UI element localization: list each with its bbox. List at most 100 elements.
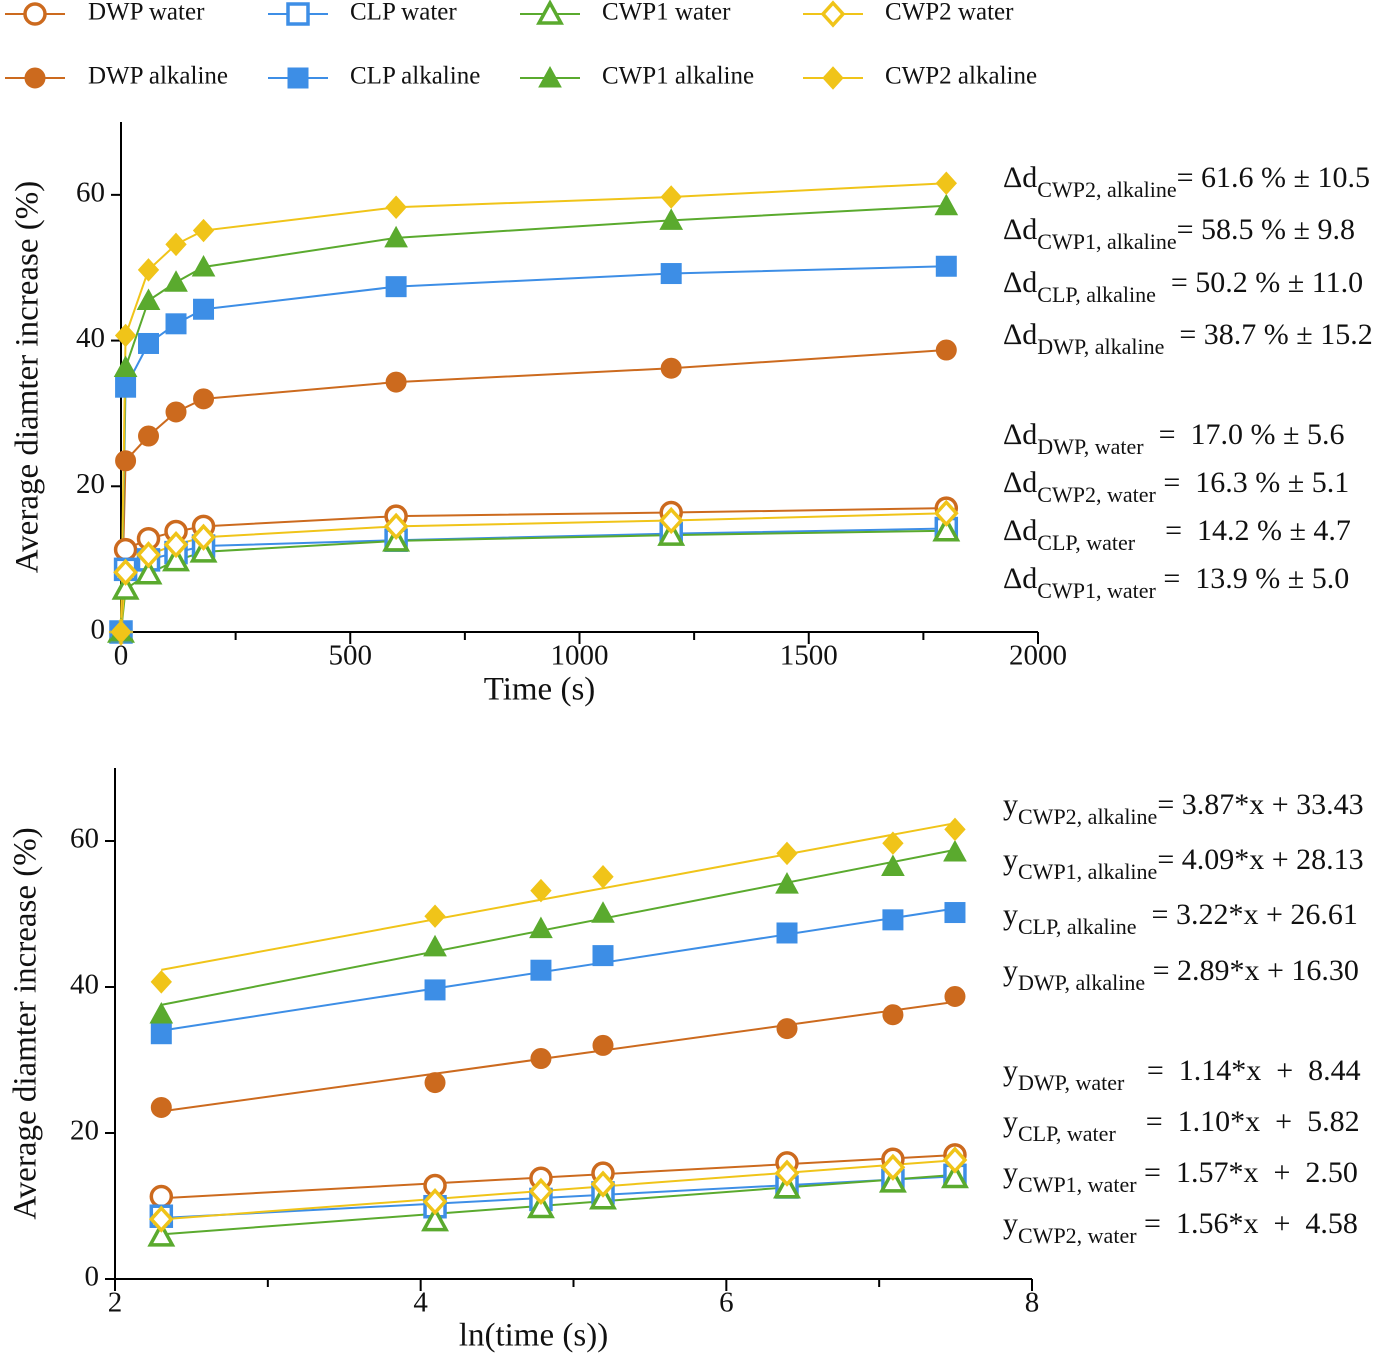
annotation-subscript: CWP1, alkaline bbox=[1018, 859, 1157, 884]
marker bbox=[935, 255, 957, 277]
marker bbox=[944, 985, 966, 1007]
y-tick-label: 40 bbox=[76, 322, 105, 354]
annotation: yCWP2, alkaline= 3.87*x + 33.43 bbox=[1003, 788, 1364, 829]
marker bbox=[659, 208, 684, 230]
annotation-subscript: CLP, water bbox=[1037, 530, 1135, 555]
y-tick-label: 0 bbox=[85, 1261, 100, 1293]
marker bbox=[774, 1159, 800, 1187]
fit-line bbox=[161, 822, 956, 971]
fit-line bbox=[161, 1154, 956, 1200]
annotation-symbol: y bbox=[1003, 954, 1018, 987]
x-axis-title: Time (s) bbox=[484, 672, 596, 708]
marker bbox=[137, 258, 160, 282]
marker bbox=[138, 425, 160, 447]
legend-label: CWP2 water bbox=[885, 0, 1014, 26]
marker bbox=[882, 831, 904, 855]
x-tick-label: 6 bbox=[719, 1287, 734, 1319]
marker bbox=[776, 841, 798, 866]
marker bbox=[193, 298, 215, 320]
annotation: yCWP1, water = 1.57*x + 2.50 bbox=[1003, 1156, 1358, 1197]
y-tick-label: 60 bbox=[76, 177, 105, 209]
marker bbox=[113, 355, 138, 378]
series-line bbox=[120, 204, 947, 633]
legend-marker bbox=[536, 0, 564, 25]
series-line bbox=[120, 507, 947, 633]
marker bbox=[882, 909, 904, 931]
annotation: yCWP1, alkaline= 4.09*x + 28.13 bbox=[1003, 843, 1364, 884]
x-tick-label: 1000 bbox=[551, 640, 609, 672]
legend-label: CLP alkaline bbox=[350, 63, 480, 90]
legend-label: CWP1 water bbox=[602, 0, 731, 26]
marker bbox=[944, 902, 966, 924]
marker bbox=[424, 979, 446, 1001]
marker bbox=[422, 1188, 448, 1216]
marker bbox=[530, 1048, 552, 1070]
marker bbox=[149, 1184, 174, 1209]
marker bbox=[932, 516, 961, 542]
x-axis-title: ln(time (s)) bbox=[459, 1318, 608, 1354]
annotation-value: = 16.3 % ± 5.1 bbox=[1156, 466, 1349, 499]
marker bbox=[163, 530, 189, 559]
annotation: ΔdCWP1, alkaline= 58.5 % ± 9.8 bbox=[1003, 213, 1355, 254]
marker bbox=[529, 916, 553, 939]
annotation-subscript: CLP, alkaline bbox=[1018, 914, 1137, 939]
x-tick-label: 4 bbox=[413, 1287, 428, 1319]
annotation: yCLP, water = 1.10*x + 5.82 bbox=[1003, 1105, 1360, 1146]
x-tick-label: 500 bbox=[329, 640, 373, 672]
marker bbox=[165, 401, 187, 423]
marker bbox=[775, 872, 799, 894]
annotation-symbol: y bbox=[1003, 788, 1018, 821]
annotation-symbol: y bbox=[1003, 1054, 1018, 1087]
annotation-value: = 38.7 % ± 15.2 bbox=[1164, 318, 1372, 351]
marker bbox=[530, 878, 552, 903]
annotation-value: = 13.9 % ± 5.0 bbox=[1156, 562, 1349, 595]
y-tick-label: 40 bbox=[70, 969, 99, 1001]
annotation-subscript: CWP1, water bbox=[1037, 578, 1156, 603]
marker bbox=[192, 218, 215, 243]
marker bbox=[110, 620, 132, 644]
fit-line bbox=[161, 1173, 956, 1236]
marker bbox=[150, 1096, 172, 1118]
marker bbox=[114, 323, 137, 348]
marker bbox=[421, 1205, 449, 1232]
annotation-symbol: Δd bbox=[1003, 318, 1037, 351]
series-line bbox=[120, 265, 947, 633]
annotation-symbol: Δd bbox=[1003, 514, 1037, 547]
annotation-value: = 14.2 % ± 4.7 bbox=[1135, 514, 1351, 547]
marker bbox=[526, 1192, 555, 1219]
marker bbox=[165, 313, 187, 335]
fit-line bbox=[161, 848, 956, 1006]
legend-marker bbox=[822, 66, 844, 90]
x-tick-label: 2000 bbox=[1009, 640, 1067, 672]
marker bbox=[162, 545, 190, 572]
series-line bbox=[120, 182, 947, 633]
annotation-subscript: CWP2, water bbox=[1037, 482, 1156, 507]
annotation-value: = 3.87*x + 33.43 bbox=[1157, 788, 1363, 821]
marker bbox=[111, 574, 140, 600]
marker bbox=[660, 263, 682, 285]
annotation-value: = 1.56*x + 4.58 bbox=[1137, 1207, 1358, 1240]
marker bbox=[776, 1018, 798, 1040]
x-tick-label: 0 bbox=[114, 640, 129, 672]
annotation: yDWP, alkaline = 2.89*x + 16.30 bbox=[1003, 954, 1359, 995]
annotation-symbol: Δd bbox=[1003, 266, 1037, 299]
marker bbox=[385, 195, 407, 219]
annotation: ΔdCWP2, alkaline= 61.6 % ± 10.5 bbox=[1003, 161, 1370, 202]
marker bbox=[113, 537, 138, 562]
marker bbox=[385, 371, 407, 393]
annotation-value: = 1.57*x + 2.50 bbox=[1137, 1156, 1358, 1189]
marker bbox=[658, 506, 684, 535]
marker bbox=[134, 559, 163, 585]
series-line bbox=[120, 529, 947, 633]
annotation-symbol: y bbox=[1003, 898, 1018, 931]
fit-line bbox=[161, 1000, 956, 1113]
marker bbox=[935, 171, 957, 195]
legend-marker bbox=[23, 2, 47, 26]
marker bbox=[191, 254, 216, 277]
marker bbox=[943, 839, 967, 862]
marker bbox=[384, 225, 408, 248]
annotation-symbol: Δd bbox=[1003, 213, 1037, 246]
annotation-value: = 2.89*x + 16.30 bbox=[1145, 954, 1359, 987]
marker bbox=[944, 817, 966, 842]
